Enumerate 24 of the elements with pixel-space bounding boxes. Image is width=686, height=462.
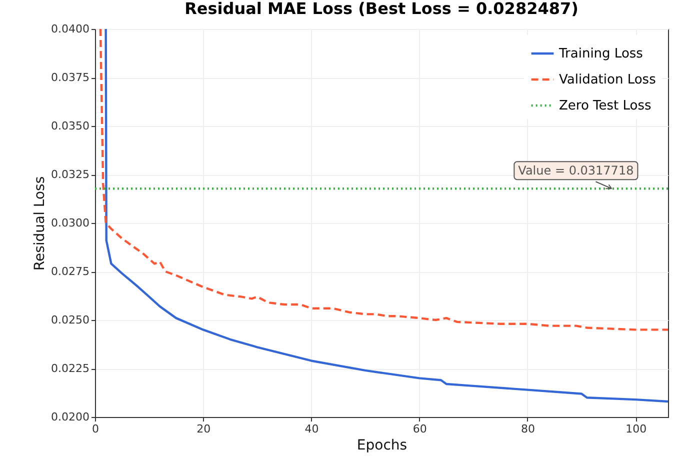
- y-tick-label: 0.0400: [51, 22, 90, 36]
- y-tick-label: 0.0325: [51, 168, 90, 181]
- y-tick-label: 0.0225: [51, 362, 90, 375]
- line-series: [99, 29, 668, 331]
- line-series: [104, 29, 668, 403]
- x-tick-label: 100: [626, 422, 647, 436]
- y-tick-label: 0.0350: [51, 120, 90, 132]
- x-axis-title: Epochs: [356, 438, 408, 454]
- chart-title: Residual MAE Loss (Best Loss = 0.0282487): [184, 0, 578, 18]
- legend-label: Zero Test Loss: [559, 98, 652, 114]
- x-tick-label: 20: [196, 422, 211, 436]
- y-tick-label: 0.0275: [51, 265, 90, 278]
- annotation: Value = 0.0317718: [518, 164, 634, 178]
- x-tick-label: 80: [520, 422, 535, 436]
- y-tick-label: 0.0200: [51, 410, 90, 424]
- y-axis-title: Residual Loss: [32, 176, 48, 271]
- y-tick-label: 0.0250: [51, 314, 90, 326]
- x-tick-label: 60: [412, 422, 427, 436]
- x-tick-label: 0: [92, 422, 99, 436]
- y-tick-label: 0.0300: [51, 216, 90, 230]
- y-tick-label: 0.0375: [51, 71, 90, 84]
- legend-label: Validation Loss: [559, 72, 656, 88]
- x-tick-label: 40: [304, 422, 319, 436]
- legend-label: Training Loss: [558, 46, 644, 62]
